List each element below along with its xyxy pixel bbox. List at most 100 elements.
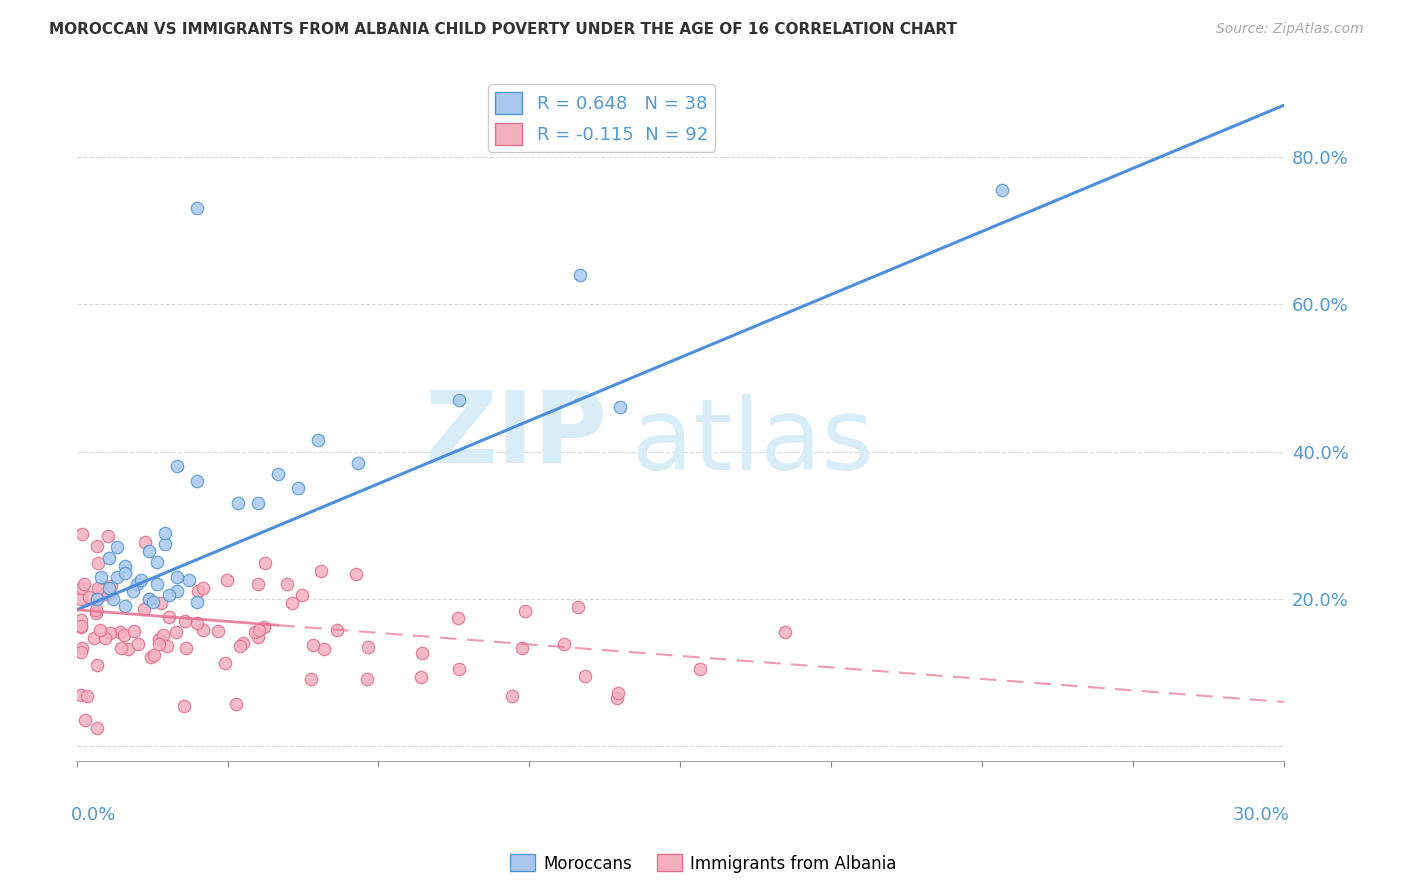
Point: [83, 631, 105, 645]
Point: [689, 662, 711, 676]
Point: [87, 581, 110, 595]
Point: [287, 481, 309, 495]
Point: [166, 459, 188, 474]
Point: [357, 640, 380, 655]
Point: [166, 570, 188, 584]
Point: [114, 599, 136, 614]
Point: [191, 623, 214, 637]
Point: [773, 624, 796, 639]
Point: [114, 558, 136, 573]
Point: [574, 668, 596, 682]
Point: [225, 697, 247, 711]
Text: 30.0%: 30.0%: [1233, 805, 1289, 824]
Point: [94, 587, 117, 601]
Point: [606, 690, 628, 705]
Point: [117, 641, 139, 656]
Text: Source: ZipAtlas.com: Source: ZipAtlas.com: [1216, 22, 1364, 37]
Point: [501, 689, 523, 703]
Point: [86, 540, 108, 554]
Point: [122, 624, 145, 638]
Point: [127, 637, 149, 651]
Point: [186, 202, 208, 216]
Point: [70, 581, 93, 595]
Point: [114, 566, 136, 580]
Point: [186, 616, 208, 631]
Point: [165, 625, 187, 640]
Point: [101, 591, 124, 606]
Point: [191, 581, 214, 595]
Point: [93, 632, 115, 646]
Point: [87, 556, 110, 570]
Point: [447, 611, 470, 625]
Point: [76, 689, 98, 703]
Point: [553, 637, 575, 651]
Point: [326, 624, 349, 638]
Point: [173, 698, 195, 713]
Point: [146, 577, 169, 591]
Point: [409, 670, 432, 684]
Point: [174, 641, 197, 656]
Point: [232, 636, 254, 650]
Point: [991, 183, 1014, 197]
Point: [132, 602, 155, 616]
Point: [411, 647, 433, 661]
Point: [148, 632, 170, 646]
Point: [187, 584, 209, 599]
Point: [90, 570, 112, 584]
Text: atlas: atlas: [631, 394, 873, 491]
Point: [356, 672, 378, 686]
Point: [253, 620, 276, 634]
Point: [89, 623, 111, 637]
Point: [607, 685, 630, 699]
Point: [69, 618, 91, 632]
Point: [77, 590, 100, 604]
Point: [215, 573, 238, 587]
Point: [138, 591, 160, 606]
Point: [307, 434, 329, 448]
Point: [142, 595, 165, 609]
Legend: R = 0.648   N = 38, R = -0.115  N = 92: R = 0.648 N = 38, R = -0.115 N = 92: [488, 85, 716, 152]
Point: [97, 551, 120, 566]
Point: [229, 639, 252, 653]
Point: [515, 604, 537, 618]
Point: [246, 496, 269, 510]
Point: [568, 268, 591, 282]
Point: [247, 623, 270, 637]
Point: [186, 474, 208, 488]
Point: [69, 620, 91, 634]
Point: [122, 584, 145, 599]
Point: [152, 627, 174, 641]
Point: [347, 456, 370, 470]
Point: [157, 588, 180, 602]
Point: [246, 630, 269, 644]
Point: [70, 640, 93, 655]
Point: [110, 625, 132, 640]
Point: [567, 600, 589, 615]
Point: [73, 714, 96, 728]
Point: [179, 574, 201, 588]
Point: [254, 557, 277, 571]
Point: [214, 657, 236, 671]
Point: [97, 587, 120, 601]
Point: [105, 570, 128, 584]
Point: [243, 625, 266, 640]
Point: [73, 576, 96, 591]
Point: [129, 574, 152, 588]
Point: [267, 467, 290, 481]
Point: [72, 527, 94, 541]
Point: [134, 535, 156, 549]
Point: [86, 721, 108, 735]
Point: [112, 628, 135, 642]
Point: [153, 536, 176, 550]
Point: [86, 606, 108, 620]
Point: [186, 595, 208, 609]
Point: [86, 591, 108, 606]
Point: [302, 639, 325, 653]
Point: [276, 577, 298, 591]
Point: [207, 624, 229, 638]
Point: [100, 625, 122, 640]
Point: [344, 567, 367, 582]
Point: [139, 649, 162, 664]
Point: [226, 496, 249, 510]
Point: [156, 640, 179, 654]
